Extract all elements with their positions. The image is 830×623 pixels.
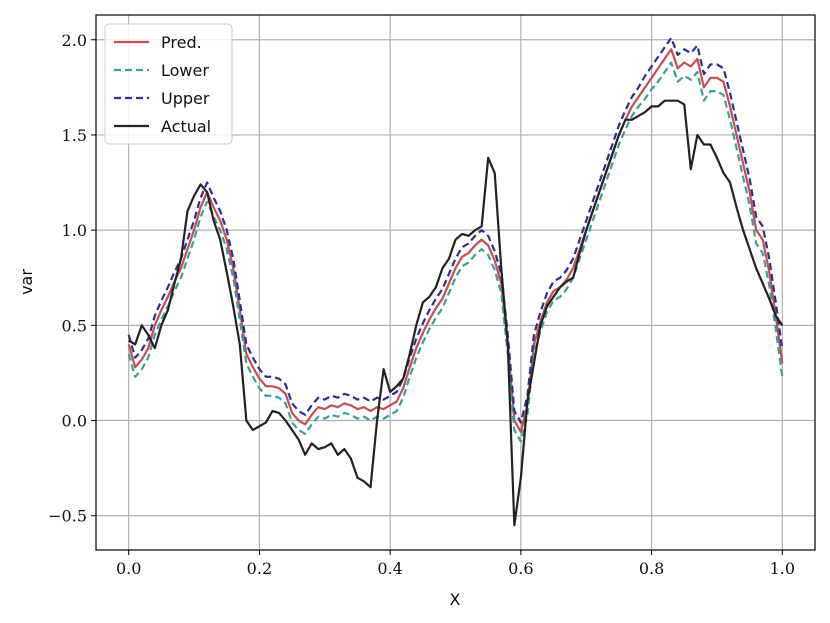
- legend-label: Actual: [161, 117, 211, 136]
- x-tick-label: 0.0: [116, 559, 141, 578]
- legend-label: Upper: [161, 89, 210, 108]
- legend-label: Pred.: [161, 33, 202, 52]
- series-line: [127, 36, 784, 424]
- x-tick-label: 0.4: [377, 559, 402, 578]
- x-tick-label: 0.2: [247, 559, 272, 578]
- legend-label: Lower: [161, 61, 209, 80]
- series-line: [127, 61, 784, 443]
- y-tick-label: 0.0: [62, 412, 87, 431]
- series-line: [128, 99, 784, 527]
- legend-box: [104, 23, 233, 145]
- y-tick-label: 2.0: [62, 31, 87, 50]
- x-tick-label: 1.0: [770, 559, 795, 578]
- x-tick-label: 0.8: [639, 559, 664, 578]
- y-tick-label: −0.5: [48, 507, 87, 526]
- y-tick-label: 1.5: [62, 126, 87, 145]
- x-tick-label: 0.6: [508, 559, 533, 578]
- y-tick-label: 1.0: [62, 221, 87, 240]
- y-axis-label: var: [17, 269, 36, 295]
- x-axis-label: X: [450, 590, 461, 609]
- y-tick-label: 0.5: [62, 316, 87, 335]
- series-line: [127, 48, 784, 434]
- plot-frame: [95, 14, 816, 551]
